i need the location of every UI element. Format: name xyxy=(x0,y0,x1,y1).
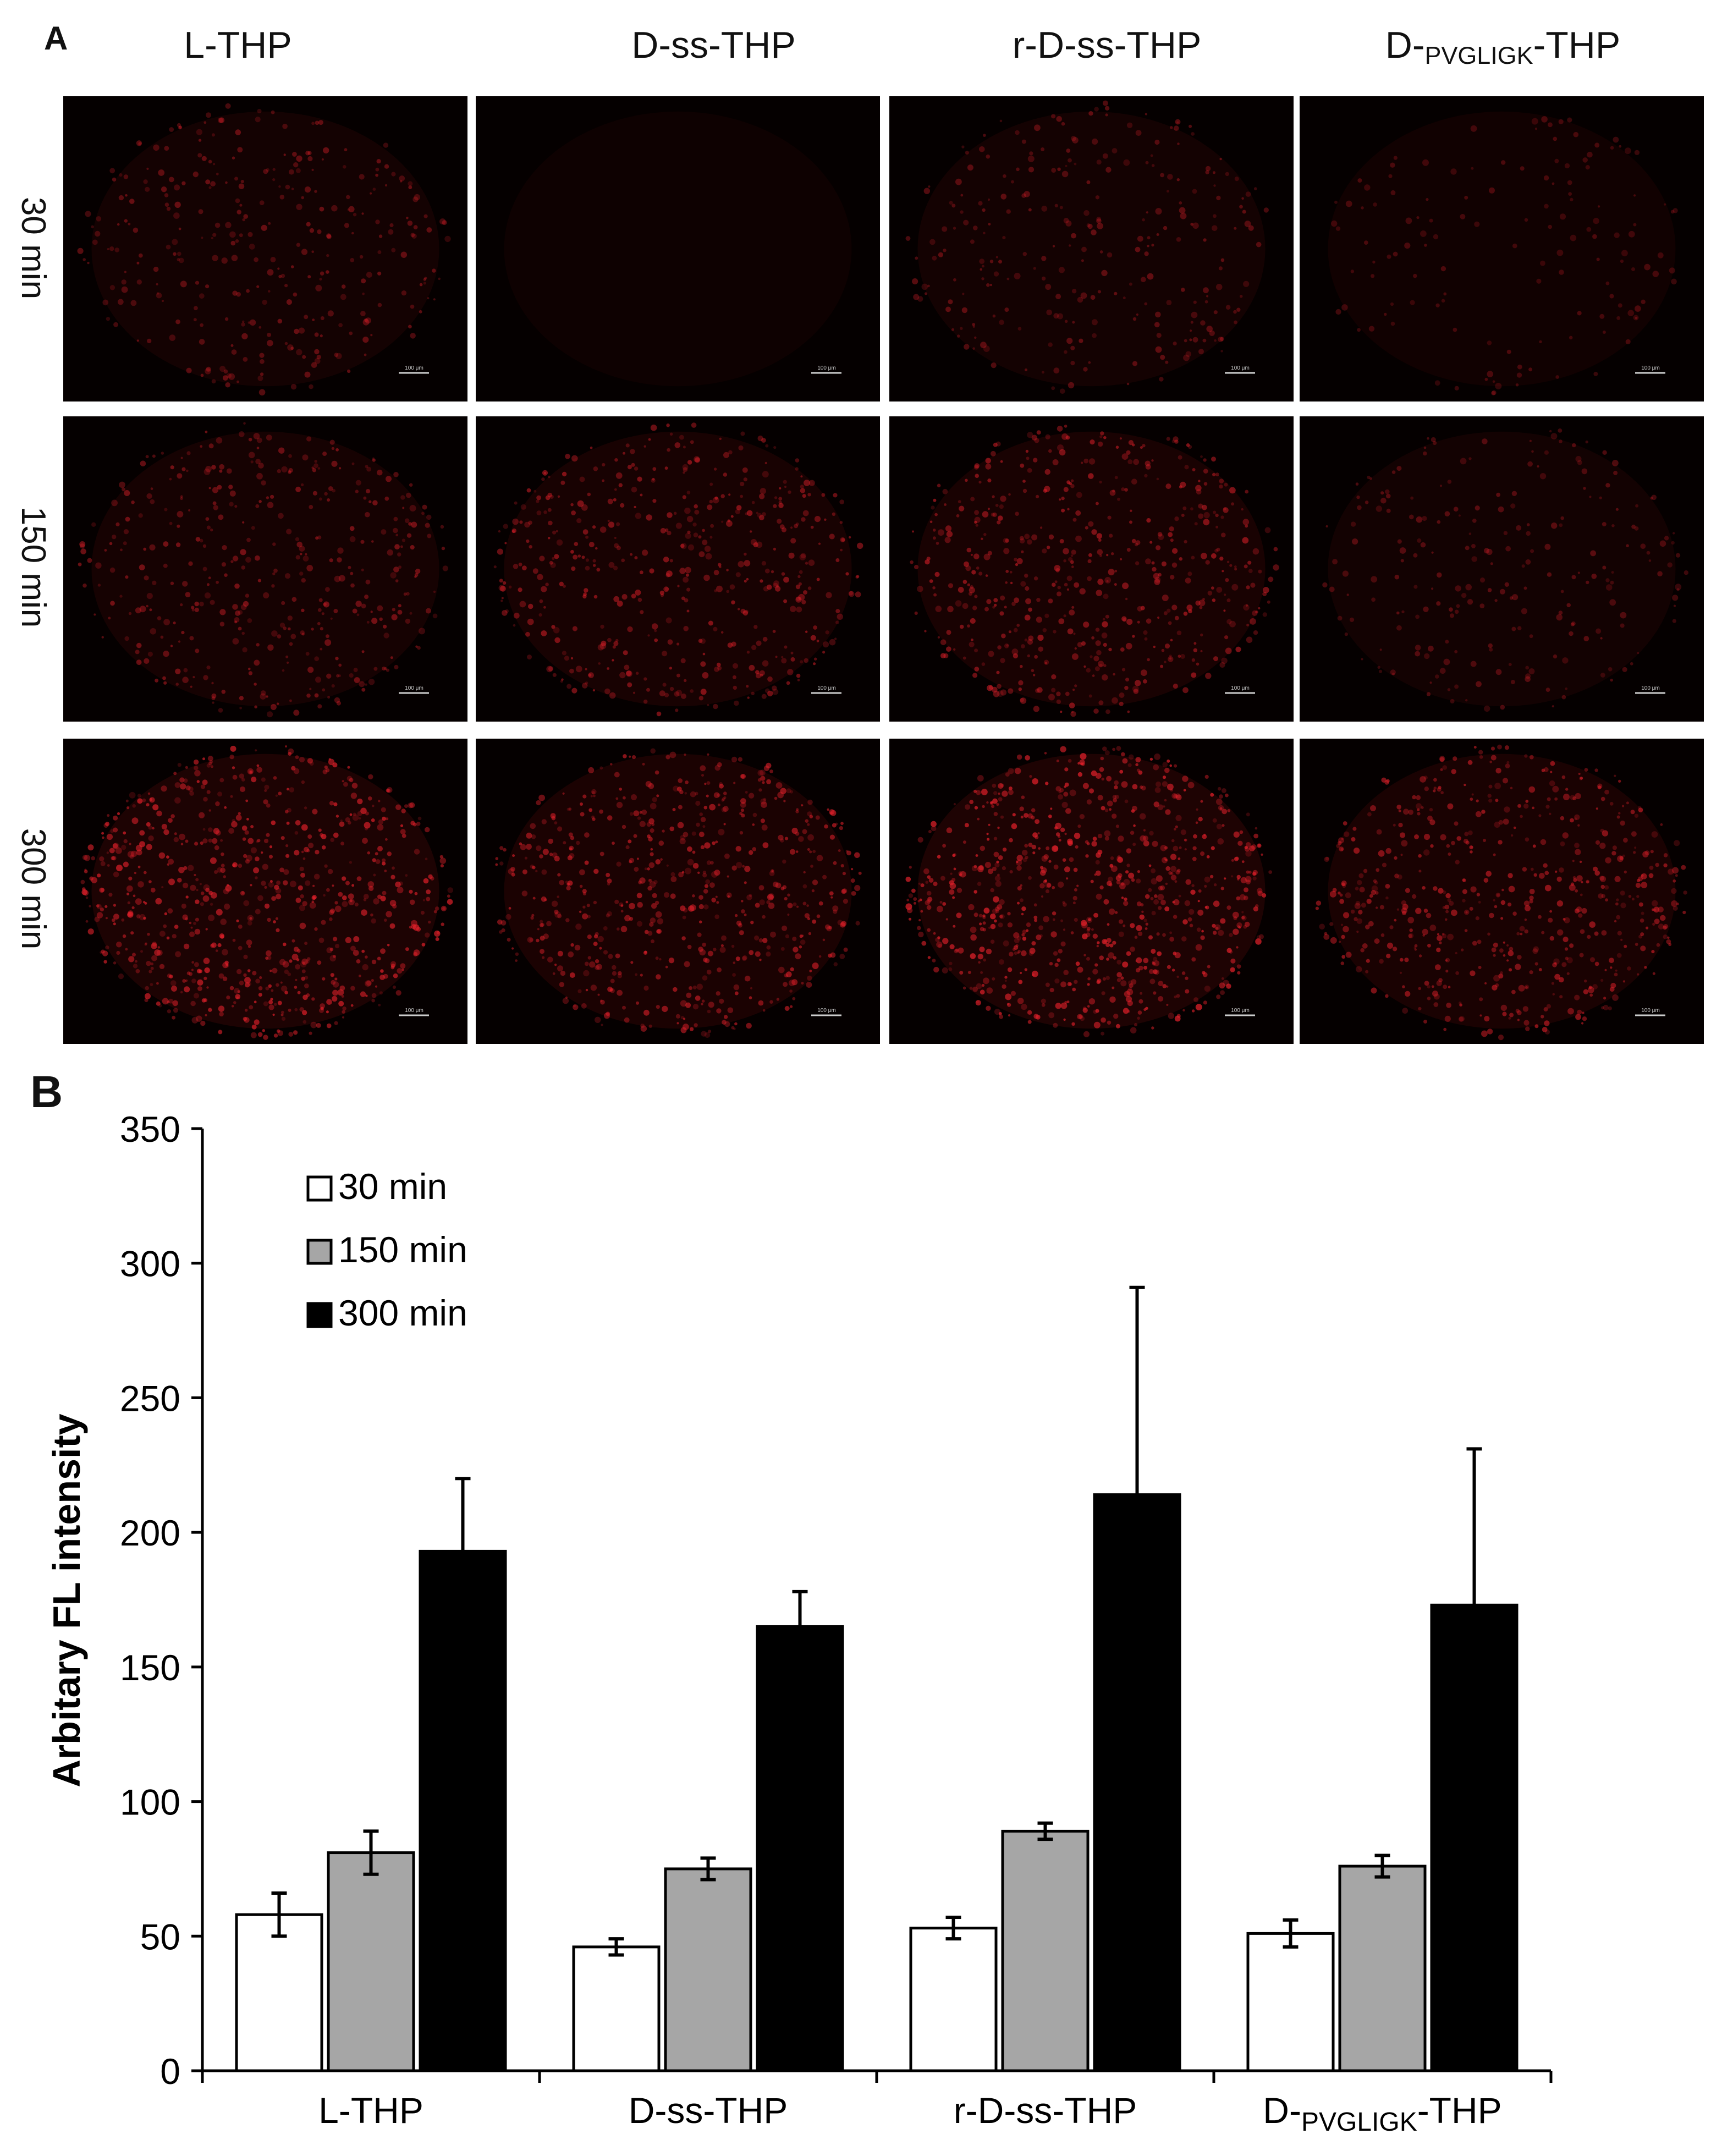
scale-bar-label: 100 μm xyxy=(1231,685,1250,691)
row-label-30-min: 30 min xyxy=(16,138,50,358)
micrograph-30-min-l-thp: 100 μm xyxy=(63,96,467,402)
bar-150-min-4 xyxy=(1340,1866,1425,2071)
micrograph-300-min-l-thp: 100 μm xyxy=(63,739,467,1044)
micrograph-300-min-d-pvgligk-thp: 100 μm xyxy=(1300,739,1704,1044)
scale-bar-label: 100 μm xyxy=(1641,1008,1660,1014)
bar-150-min-2 xyxy=(665,1869,751,2071)
bar-chart: 0 50 100 150 200 250 300 350 Arbitary FL intensi… xyxy=(0,1034,1733,2153)
legend-swatch xyxy=(308,1304,331,1327)
scale-bar-label: 100 μm xyxy=(405,1008,423,1014)
scale-bar-label: 100 μm xyxy=(1231,365,1250,371)
y-tick-label: 150 xyxy=(120,1647,180,1688)
x-tick-label: r-D-ss-THP xyxy=(954,2090,1137,2131)
y-tick-label: 50 xyxy=(140,1916,180,1957)
column-label-l-thp: L-THP xyxy=(36,26,440,64)
scale-bar-label: 100 μm xyxy=(405,365,423,371)
micrograph-300-min-d-ss-thp: 100 μm xyxy=(476,739,880,1044)
scale-bar-label: 100 μm xyxy=(405,685,423,691)
micrograph-300-min-r-d-ss-thp: 100 μm xyxy=(889,739,1294,1044)
bar-30-min-3 xyxy=(911,1928,996,2071)
micrograph-150-min-l-thp: 100 μm xyxy=(63,416,467,722)
legend-label: 150 min xyxy=(338,1229,467,1270)
bar-30-min-2 xyxy=(574,1947,659,2071)
bar-300-min-1 xyxy=(420,1551,505,2071)
bar-300-min-2 xyxy=(757,1626,843,2071)
scale-bar-label: 100 μm xyxy=(1641,365,1660,371)
x-tick-label: D-ss-THP xyxy=(629,2090,788,2131)
y-tick-label: 0 xyxy=(160,2051,180,2092)
y-tick-label: 200 xyxy=(120,1513,180,1553)
x-tick-label: D-PVGLIGK-THP xyxy=(1263,2090,1501,2137)
column-label-d-pvgligk-thp: D-PVGLIGK-THP xyxy=(1301,26,1705,68)
scale-bar-label: 100 μm xyxy=(817,365,836,371)
y-tick-label: 100 xyxy=(120,1782,180,1823)
x-tick-label: L-THP xyxy=(318,2090,423,2131)
y-axis-label: Arbitary FL intensity xyxy=(45,1414,88,1787)
scale-bar-label: 100 μm xyxy=(1231,1008,1250,1014)
micrograph-30-min-r-d-ss-thp: 100 μm xyxy=(889,96,1294,402)
bar-300-min-4 xyxy=(1432,1605,1517,2071)
bar-30-min-4 xyxy=(1248,1933,1333,2071)
bar-30-min-1 xyxy=(236,1915,322,2071)
column-label-r-d-ss-thp: r-D-ss-THP xyxy=(905,26,1309,64)
scale-bar-label: 100 μm xyxy=(1641,685,1660,691)
micrograph-150-min-d-pvgligk-thp: 100 μm xyxy=(1300,416,1704,722)
scale-bar-label: 100 μm xyxy=(817,1008,836,1014)
legend-label: 300 min xyxy=(338,1292,467,1333)
bar-150-min-1 xyxy=(328,1853,414,2071)
micrograph-30-min-d-ss-thp: 100 μm xyxy=(476,96,880,402)
micrograph-150-min-d-ss-thp: 100 μm xyxy=(476,416,880,722)
micrograph-30-min-d-pvgligk-thp: 100 μm xyxy=(1300,96,1704,402)
column-label-d-ss-thp: D-ss-THP xyxy=(511,26,916,64)
micrograph-150-min-r-d-ss-thp: 100 μm xyxy=(889,416,1294,722)
y-tick-label: 350 xyxy=(120,1109,180,1150)
row-label-150-min: 150 min xyxy=(16,457,50,677)
y-tick-label: 250 xyxy=(120,1378,180,1418)
bar-300-min-3 xyxy=(1094,1495,1180,2071)
y-tick-label: 300 xyxy=(120,1244,180,1284)
legend-swatch xyxy=(308,1177,331,1200)
legend-swatch xyxy=(308,1240,331,1263)
scale-bar-label: 100 μm xyxy=(817,685,836,691)
bar-chart-svg: 0 50 100 150 200 250 300 350 Arbitary FL intensi… xyxy=(0,1034,1733,2153)
row-label-300-min: 300 min xyxy=(16,779,50,999)
legend-label: 30 min xyxy=(338,1166,447,1207)
bar-150-min-3 xyxy=(1003,1831,1088,2071)
